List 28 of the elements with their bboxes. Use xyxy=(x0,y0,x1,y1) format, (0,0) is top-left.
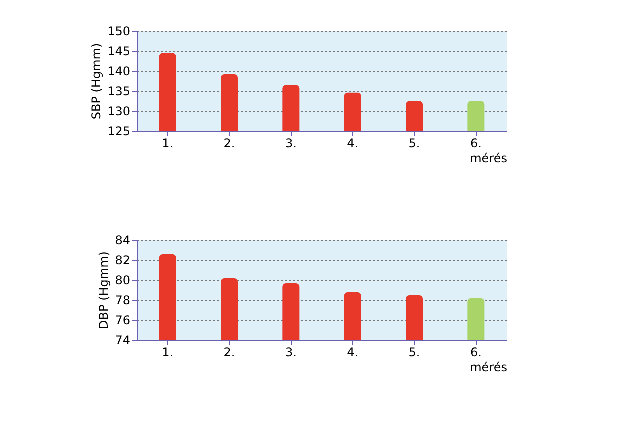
x-axis-title: mérés xyxy=(470,152,508,166)
y-tick-label: 130 xyxy=(108,104,130,118)
y-tick-label: 150 xyxy=(108,24,130,38)
y-tick-label: 80 xyxy=(115,274,130,288)
y-tick-label: 82 xyxy=(115,254,130,268)
x-tick-label: 4. xyxy=(347,346,359,360)
x-tick-label: 5. xyxy=(408,136,420,150)
y-axis-title: SBP (Hgmm) xyxy=(90,43,104,120)
x-axis-title: mérés xyxy=(470,360,508,374)
x-tick-label: 1. xyxy=(162,136,174,150)
x-tick-label: 1. xyxy=(162,346,174,360)
y-tick-label: 140 xyxy=(108,64,130,78)
x-tick-label: 6. xyxy=(470,346,482,360)
y-tick-label: 135 xyxy=(108,84,130,98)
y-tick-label: 84 xyxy=(115,234,130,248)
x-tick-label: 4. xyxy=(347,136,359,150)
y-tick-label: 145 xyxy=(108,44,130,58)
x-tick-label: 2. xyxy=(224,346,236,360)
x-tick-label: 6. xyxy=(470,136,482,150)
y-tick-label: 125 xyxy=(108,124,130,138)
y-tick-label: 78 xyxy=(115,294,130,308)
x-tick-label: 3. xyxy=(285,136,297,150)
x-tick-label: 2. xyxy=(224,136,236,150)
y-axis-title: DBP (Hgmm) xyxy=(97,252,112,330)
y-tick-label: 76 xyxy=(115,314,130,328)
x-tick-label: 5. xyxy=(408,346,420,360)
y-tick-label: 74 xyxy=(115,334,130,348)
x-tick-label: 3. xyxy=(285,346,297,360)
